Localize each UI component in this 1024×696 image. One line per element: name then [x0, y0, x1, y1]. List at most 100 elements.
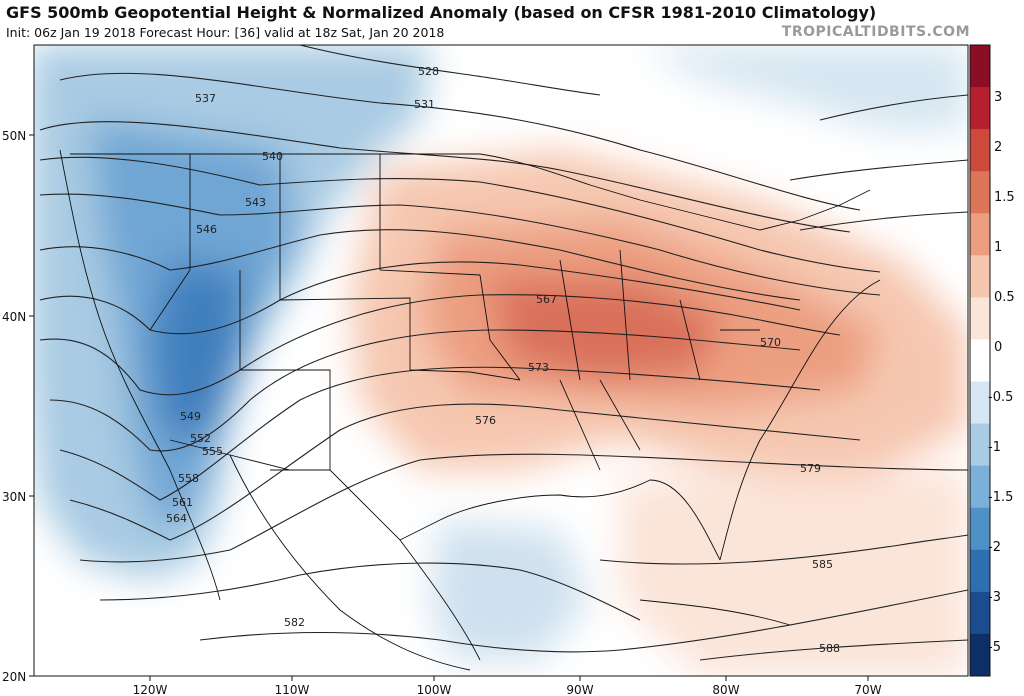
contour-label: 585 [812, 558, 833, 571]
contour-label: 540 [262, 150, 283, 163]
colorbar [969, 44, 991, 677]
colorbar-swatch [970, 171, 990, 214]
contour-label: 567 [536, 293, 557, 306]
colorbar-swatch [970, 465, 990, 509]
contour-line [599, 534, 968, 565]
colorbar-swatch [970, 255, 990, 298]
us-canada-border [70, 153, 871, 231]
colorbar-frame [969, 44, 991, 677]
lat-label: 30N [2, 490, 26, 504]
site-credit: TROPICALTIDBITS.COM [781, 24, 970, 40]
contour-line [59, 72, 861, 211]
colorbar-label: -0.5 [988, 390, 1013, 405]
colorbar-swatch [970, 297, 990, 340]
contour-label: 552 [190, 432, 211, 445]
lon-label: 100W [417, 683, 452, 696]
contour-label: 543 [245, 196, 266, 209]
contour-label: 561 [172, 496, 193, 509]
contour-label: 537 [195, 92, 216, 105]
gulf-coast [439, 479, 721, 561]
colorbar-swatch [970, 549, 990, 593]
colorbar-swatch [970, 129, 990, 172]
map-title: GFS 500mb Geopotential Height & Normaliz… [6, 3, 877, 22]
latitude-axis [29, 134, 34, 677]
contour-line [99, 562, 641, 621]
contour-line [69, 403, 861, 541]
contour-label: 555 [202, 445, 223, 458]
negative-anomaly-max [150, 260, 245, 450]
colorbar-label: -3 [988, 590, 1001, 605]
colorbar-swatch [970, 591, 990, 635]
lon-label: 80W [712, 683, 739, 696]
state-lines [149, 154, 760, 471]
colorbar-swatch [970, 213, 990, 256]
contour-line [799, 211, 968, 231]
map-area: 528 531 537 540 543 546 549 552 555 558 … [34, 45, 968, 676]
contour-label: 570 [760, 336, 781, 349]
contour-label: 588 [819, 642, 840, 655]
colorbar-swatch [970, 507, 990, 551]
colorbar-label: 1 [994, 240, 1002, 255]
colorbar-label: 0.5 [994, 290, 1015, 305]
contour-label: 582 [284, 616, 305, 629]
lon-label: 90W [566, 683, 593, 696]
forecast-info: Init: 06z Jan 19 2018 Forecast Hour: [36… [6, 25, 445, 40]
colorbar-label: 0 [994, 340, 1002, 355]
contour-line [79, 453, 968, 563]
colorbar-swatch [970, 45, 990, 88]
map-frame [33, 44, 969, 677]
colorbar-swatch [970, 633, 990, 677]
canada-negative-region [640, 45, 968, 130]
colorbar-label: -5 [988, 640, 1001, 655]
contour-line [299, 45, 601, 96]
colorbar-label: 2 [994, 140, 1002, 155]
contour-label: 549 [180, 410, 201, 423]
contour-line [819, 94, 968, 121]
positive-anomaly-core [490, 280, 720, 380]
colorbar-label: 1.5 [994, 190, 1015, 205]
coastline-west [59, 149, 221, 601]
lat-label: 50N [2, 129, 26, 143]
gulf-negative-region [430, 520, 590, 660]
colorbar-labels: 3 2 1.5 1 0.5 0 -0.5 -1 -1.5 -2 -3 -5 [988, 90, 1015, 655]
contour-line [199, 589, 968, 653]
colorbar-label: -2 [988, 540, 1001, 555]
contour-line [789, 159, 968, 181]
colorbar-swatch [970, 381, 990, 425]
contour-line [39, 294, 841, 396]
contour-label: 546 [196, 223, 217, 236]
atlantic-positive-region [620, 470, 968, 676]
colorbar-swatch [970, 423, 990, 467]
boundaries [59, 149, 881, 671]
contour-line [39, 156, 881, 273]
longitude-axis [149, 676, 869, 681]
lon-label: 70W [854, 683, 881, 696]
contour-line [49, 329, 801, 452]
contour-label: 576 [475, 414, 496, 427]
lat-label: 40N [2, 310, 26, 324]
contour-label: 531 [414, 98, 435, 111]
height-contours [39, 45, 968, 661]
mexico-outline [229, 454, 481, 671]
contour-labels: 528 531 537 540 543 546 549 552 555 558 … [166, 65, 840, 655]
colorbar-swatch [970, 339, 990, 383]
contour-label: 528 [418, 65, 439, 78]
contour-line [39, 229, 801, 301]
contour-line [699, 639, 968, 661]
colorbar-label: -1.5 [988, 490, 1013, 505]
contour-line [39, 261, 801, 335]
cuba-outline [639, 599, 791, 626]
contour-label: 573 [528, 361, 549, 374]
contour-line [39, 121, 851, 233]
colorbar-label: 3 [994, 90, 1002, 105]
east-coast [719, 279, 881, 561]
contour-label: 579 [800, 462, 821, 475]
colorbar-label: -1 [988, 440, 1001, 455]
contour-line [39, 193, 881, 296]
lon-label: 110W [275, 683, 310, 696]
lon-label: 120W [133, 683, 168, 696]
contour-label: 564 [166, 512, 187, 525]
colorbar-swatch [970, 87, 990, 130]
contour-line [59, 366, 821, 501]
